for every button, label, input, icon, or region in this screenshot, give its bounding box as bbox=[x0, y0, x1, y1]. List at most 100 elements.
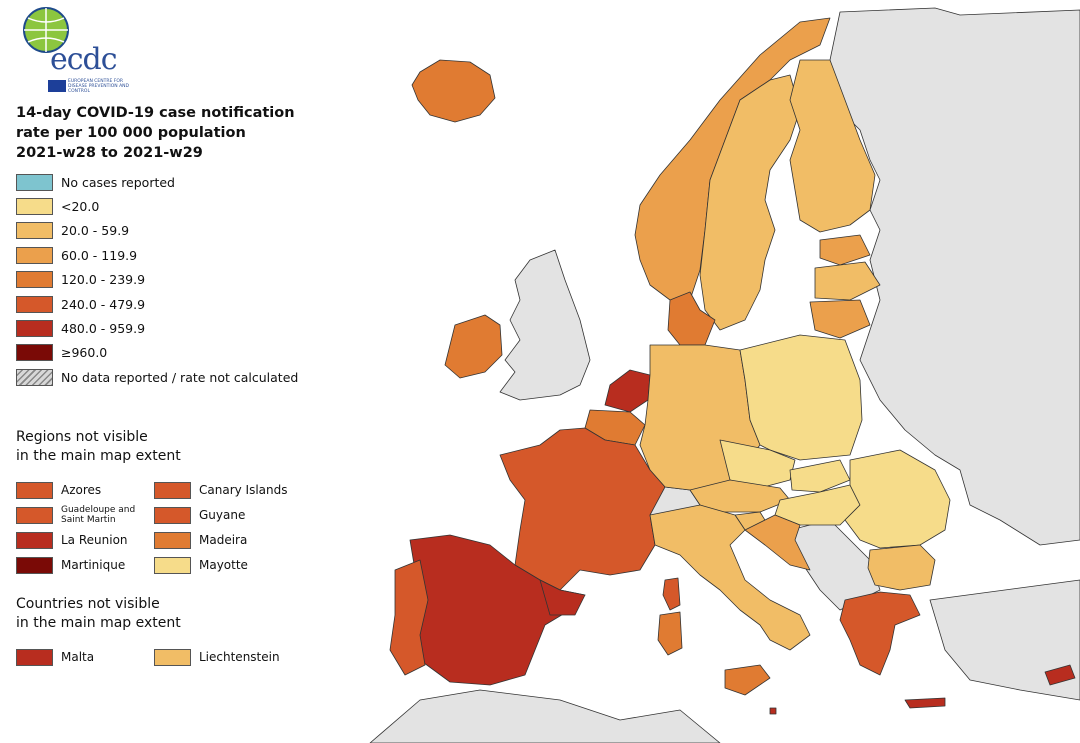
netherlands bbox=[604, 369, 651, 413]
legend-item: 20.0 - 59.9 bbox=[16, 219, 298, 243]
regions-title-line-2: in the main map extent bbox=[16, 448, 181, 464]
countries-title-line-2: in the main map extent bbox=[16, 615, 181, 631]
legend-item: No data reported / rate not calculated bbox=[16, 365, 298, 389]
sweden bbox=[699, 74, 801, 331]
romania bbox=[844, 449, 951, 549]
region-label: Canary Islands bbox=[199, 483, 288, 497]
region-swatch bbox=[154, 531, 191, 549]
croatia bbox=[744, 514, 811, 571]
region-swatch bbox=[154, 506, 191, 524]
legend-label: 60.0 - 119.9 bbox=[61, 247, 138, 263]
legend-swatch bbox=[16, 246, 53, 264]
region-item: Martinique bbox=[16, 556, 154, 574]
denmark bbox=[667, 291, 716, 346]
greece bbox=[839, 591, 921, 676]
map-title: 14-day COVID-19 case notification rate p… bbox=[16, 103, 316, 163]
legend-label: No data reported / rate not calculated bbox=[61, 369, 299, 385]
legend-swatch bbox=[16, 271, 53, 289]
region-swatch bbox=[154, 481, 191, 499]
region-swatch bbox=[16, 506, 53, 524]
italy bbox=[649, 504, 811, 651]
legend-item: 240.0 - 479.9 bbox=[16, 292, 298, 316]
legend-label: 240.0 - 479.9 bbox=[61, 296, 146, 312]
country-label: Malta bbox=[61, 650, 95, 664]
regions-title: Regions not visible in the main map exte… bbox=[16, 428, 236, 466]
legend-label: 120.0 - 239.9 bbox=[61, 272, 146, 288]
logo-subtitle: EUROPEAN CENTRE FOR DISEASE PREVENTION A… bbox=[68, 79, 129, 94]
region-item: Canary Islands bbox=[154, 481, 304, 499]
eu-flag-icon bbox=[48, 80, 66, 92]
ecdc-logo: ecdc EUROPEAN CENTRE FOR DISEASE PREVENT… bbox=[12, 4, 132, 96]
legend-item: No cases reported bbox=[16, 170, 298, 194]
country-swatch bbox=[16, 648, 53, 666]
globe-icon bbox=[23, 7, 69, 53]
region-swatch bbox=[16, 556, 53, 574]
legend-swatch bbox=[16, 344, 53, 362]
regions-title-line-1: Regions not visible bbox=[16, 429, 148, 445]
crete bbox=[904, 697, 946, 709]
russia-region bbox=[829, 7, 1080, 546]
iceland bbox=[411, 59, 496, 123]
countries-title: Countries not visible in the main map ex… bbox=[16, 595, 236, 633]
legend-label: ≥960.0 bbox=[61, 345, 108, 361]
corsica bbox=[662, 577, 681, 611]
region-item: La Reunion bbox=[16, 531, 154, 549]
legend-swatch bbox=[16, 320, 53, 338]
region-item: Guadeloupe and Saint Martin bbox=[16, 505, 154, 525]
region-item: Guyane bbox=[154, 506, 304, 524]
legend-swatch bbox=[16, 173, 53, 191]
legend-label: 20.0 - 59.9 bbox=[61, 223, 130, 239]
legend-item: <20.0 bbox=[16, 194, 298, 218]
region-label: Martinique bbox=[61, 558, 126, 572]
finland bbox=[789, 59, 876, 233]
lithuania bbox=[809, 299, 871, 339]
africa-region bbox=[369, 689, 721, 743]
country-item: Liechtenstein bbox=[154, 648, 304, 666]
region-label: Mayotte bbox=[199, 558, 248, 572]
country-label: Liechtenstein bbox=[199, 650, 280, 664]
legend-label: <20.0 bbox=[61, 199, 100, 215]
title-line-3: 2021-w28 to 2021-w29 bbox=[16, 145, 203, 161]
portugal bbox=[389, 559, 429, 676]
region-label: Madeira bbox=[199, 533, 248, 547]
legend-swatch bbox=[16, 222, 53, 240]
bulgaria bbox=[867, 544, 936, 591]
slovakia bbox=[789, 459, 851, 493]
region-item: Azores bbox=[16, 481, 154, 499]
turkey-region bbox=[929, 579, 1080, 701]
legend-label: 480.0 - 959.9 bbox=[61, 321, 146, 337]
legend-swatch bbox=[16, 295, 53, 313]
legend-item: ≥960.0 bbox=[16, 341, 298, 365]
legend-item: 60.0 - 119.9 bbox=[16, 243, 298, 267]
catalonia bbox=[539, 579, 586, 616]
cyprus bbox=[1044, 664, 1076, 686]
legend-label: No cases reported bbox=[61, 174, 175, 190]
region-label: Azores bbox=[61, 483, 102, 497]
legend-swatch bbox=[16, 368, 53, 386]
region-label: Guyane bbox=[199, 508, 246, 522]
legend-item: 120.0 - 239.9 bbox=[16, 268, 298, 292]
countries-legend: Malta Liechtenstein bbox=[16, 648, 306, 666]
region-label: La Reunion bbox=[61, 533, 128, 547]
country-swatch bbox=[154, 648, 191, 666]
legend-swatch bbox=[16, 198, 53, 216]
sardinia bbox=[657, 611, 683, 656]
uk-region bbox=[499, 249, 591, 401]
regions-legend: Azores Canary Islands Guadeloupe and Sai… bbox=[16, 481, 306, 574]
sicily bbox=[724, 664, 771, 696]
logo-wordmark: ecdc bbox=[50, 42, 118, 77]
poland bbox=[739, 334, 863, 461]
region-swatch bbox=[154, 556, 191, 574]
legend-item: 480.0 - 959.9 bbox=[16, 316, 298, 340]
legend: No cases reported <20.0 20.0 - 59.9 60.0… bbox=[16, 170, 298, 390]
region-item: Madeira bbox=[154, 531, 304, 549]
latvia bbox=[814, 261, 881, 301]
title-line-2: rate per 100 000 population bbox=[16, 125, 246, 141]
country-item: Malta bbox=[16, 648, 154, 666]
ireland bbox=[444, 314, 503, 379]
countries-title-line-1: Countries not visible bbox=[16, 596, 160, 612]
estonia bbox=[819, 234, 871, 266]
region-swatch bbox=[16, 531, 53, 549]
france bbox=[499, 427, 666, 591]
